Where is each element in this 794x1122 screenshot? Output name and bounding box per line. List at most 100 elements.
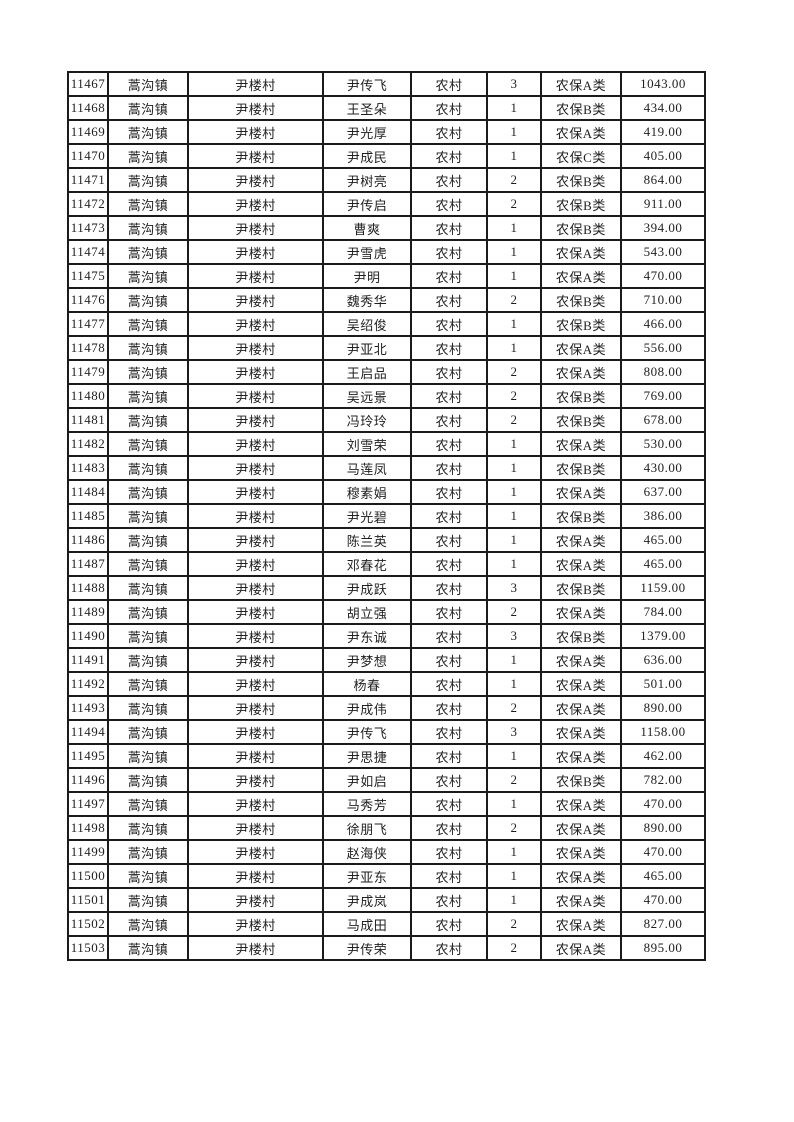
table-cell: 农村	[410, 263, 488, 289]
table-cell: 农保B类	[540, 767, 622, 793]
table-row: 11491 蒿沟镇 尹楼村 尹梦想 农村 1 农保A类 636.00	[67, 647, 706, 673]
table-cell: 尹楼村	[187, 359, 324, 385]
table-cell: 尹传荣	[322, 935, 412, 961]
table-cell: 杨春	[322, 671, 412, 697]
table-cell: 农保B类	[540, 455, 622, 481]
table-cell: 农村	[410, 695, 488, 721]
table-cell: 尹雪虎	[322, 239, 412, 265]
table-row: 11503 蒿沟镇 尹楼村 尹传荣 农村 2 农保A类 895.00	[67, 935, 706, 961]
table-cell: 430.00	[620, 455, 706, 481]
table-cell: 530.00	[620, 431, 706, 457]
table-cell: 11488	[67, 575, 109, 601]
table-cell: 11472	[67, 191, 109, 217]
table-cell: 农保C类	[540, 143, 622, 169]
table-cell: 蒿沟镇	[107, 383, 189, 409]
table-cell: 陈兰英	[322, 527, 412, 553]
table-cell: 蒿沟镇	[107, 263, 189, 289]
table-cell: 尹楼村	[187, 263, 324, 289]
table-cell: 3	[486, 71, 542, 97]
table-cell: 尹楼村	[187, 95, 324, 121]
table-cell: 尹楼村	[187, 527, 324, 553]
table-cell: 501.00	[620, 671, 706, 697]
table-cell: 农保B类	[540, 95, 622, 121]
table-cell: 农保A类	[540, 599, 622, 625]
table-cell: 2	[486, 383, 542, 409]
table-cell: 农村	[410, 143, 488, 169]
table-cell: 11484	[67, 479, 109, 505]
table-cell: 1	[486, 239, 542, 265]
table-cell: 1043.00	[620, 71, 706, 97]
table-cell: 胡立强	[322, 599, 412, 625]
table-row: 11485 蒿沟镇 尹楼村 尹光碧 农村 1 农保B类 386.00	[67, 503, 706, 529]
table-row: 11474 蒿沟镇 尹楼村 尹雪虎 农村 1 农保A类 543.00	[67, 239, 706, 265]
table-cell: 蒿沟镇	[107, 599, 189, 625]
table-cell: 2	[486, 695, 542, 721]
table-cell: 465.00	[620, 551, 706, 577]
table-cell: 蒿沟镇	[107, 431, 189, 457]
table-cell: 1	[486, 743, 542, 769]
table-cell: 农村	[410, 527, 488, 553]
table-cell: 农保A类	[540, 551, 622, 577]
table-cell: 419.00	[620, 119, 706, 145]
table-cell: 蒿沟镇	[107, 143, 189, 169]
table-cell: 11479	[67, 359, 109, 385]
table-cell: 尹楼村	[187, 71, 324, 97]
table-cell: 1	[486, 647, 542, 673]
table-cell: 11487	[67, 551, 109, 577]
table-cell: 2	[486, 815, 542, 841]
table-cell: 农保A类	[540, 815, 622, 841]
table-cell: 吴远景	[322, 383, 412, 409]
table-cell: 农保A类	[540, 743, 622, 769]
table-cell: 农保B类	[540, 575, 622, 601]
table-cell: 蒿沟镇	[107, 215, 189, 241]
table-cell: 470.00	[620, 263, 706, 289]
table-cell: 农村	[410, 623, 488, 649]
table-cell: 1	[486, 455, 542, 481]
table-cell: 11482	[67, 431, 109, 457]
table-cell: 尹楼村	[187, 143, 324, 169]
table-cell: 11501	[67, 887, 109, 913]
table-cell: 农保B类	[540, 623, 622, 649]
table-cell: 864.00	[620, 167, 706, 193]
table-cell: 蒿沟镇	[107, 671, 189, 697]
table-cell: 冯玲玲	[322, 407, 412, 433]
table-cell: 405.00	[620, 143, 706, 169]
table-cell: 1159.00	[620, 575, 706, 601]
table-cell: 尹楼村	[187, 599, 324, 625]
table-cell: 农保A类	[540, 911, 622, 937]
table-cell: 尹亚北	[322, 335, 412, 361]
table-cell: 农村	[410, 551, 488, 577]
table-cell: 11481	[67, 407, 109, 433]
table-cell: 农保B类	[540, 191, 622, 217]
table-cell: 尹楼村	[187, 935, 324, 961]
table-cell: 尹楼村	[187, 239, 324, 265]
table-row: 11469 蒿沟镇 尹楼村 尹光厚 农村 1 农保A类 419.00	[67, 119, 706, 145]
table-cell: 尹光碧	[322, 503, 412, 529]
table-row: 11476 蒿沟镇 尹楼村 魏秀华 农村 2 农保B类 710.00	[67, 287, 706, 313]
table-cell: 蒿沟镇	[107, 335, 189, 361]
table-cell: 农村	[410, 647, 488, 673]
table-cell: 尹楼村	[187, 383, 324, 409]
table-cell: 11503	[67, 935, 109, 961]
table-cell: 11500	[67, 863, 109, 889]
table-cell: 农村	[410, 671, 488, 697]
table-cell: 1	[486, 311, 542, 337]
table-cell: 魏秀华	[322, 287, 412, 313]
table-cell: 赵海侠	[322, 839, 412, 865]
table-cell: 农保A类	[540, 863, 622, 889]
table-cell: 农村	[410, 791, 488, 817]
table-cell: 尹传启	[322, 191, 412, 217]
table-cell: 11471	[67, 167, 109, 193]
table-row: 11475 蒿沟镇 尹楼村 尹明 农村 1 农保A类 470.00	[67, 263, 706, 289]
table-cell: 王启品	[322, 359, 412, 385]
table-cell: 农村	[410, 311, 488, 337]
table-cell: 蒿沟镇	[107, 815, 189, 841]
table-row: 11467 蒿沟镇 尹楼村 尹传飞 农村 3 农保A类 1043.00	[67, 71, 706, 97]
table-cell: 11483	[67, 455, 109, 481]
table-cell: 尹如启	[322, 767, 412, 793]
table-cell: 2	[486, 767, 542, 793]
table-cell: 农保A类	[540, 359, 622, 385]
table-cell: 农保A类	[540, 887, 622, 913]
table-cell: 尹楼村	[187, 335, 324, 361]
table-row: 11497 蒿沟镇 尹楼村 马秀芳 农村 1 农保A类 470.00	[67, 791, 706, 817]
